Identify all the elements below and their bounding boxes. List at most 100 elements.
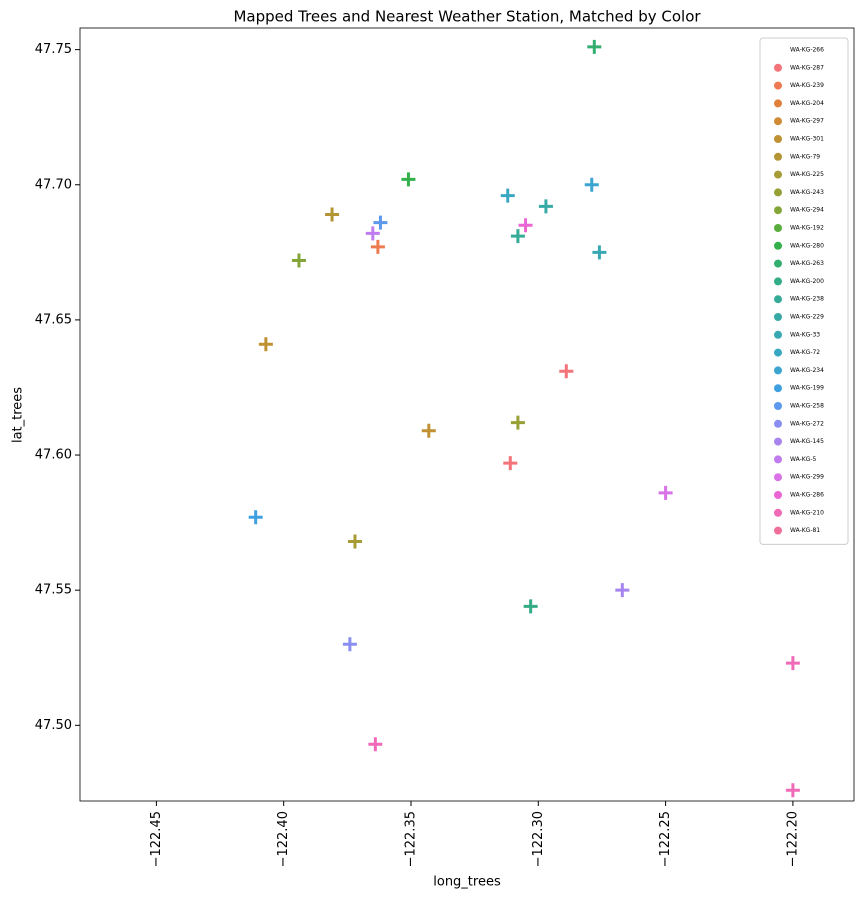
legend-marker <box>774 170 782 179</box>
station-marker <box>510 415 525 430</box>
legend-marker <box>774 99 782 108</box>
legend-marker <box>774 473 782 482</box>
station-marker <box>421 423 436 438</box>
legend-marker <box>774 152 782 161</box>
y-tick-label: 47.70 <box>35 177 72 192</box>
legend-label: WA-KG-263 <box>790 260 824 267</box>
legend-marker <box>774 81 782 90</box>
legend-marker <box>774 366 782 375</box>
x-tick-label: −122.40 <box>276 811 291 867</box>
station-marker <box>615 583 630 598</box>
legend-label: WA-KG-200 <box>790 278 824 285</box>
legend-label: WA-KG-280 <box>790 242 824 249</box>
legend-label: WA-KG-234 <box>790 367 824 374</box>
legend-marker <box>774 348 782 357</box>
legend-marker <box>774 277 782 286</box>
legend-marker <box>774 455 782 464</box>
x-tick-label: −122.35 <box>403 811 418 867</box>
legend-label: WA-KG-72 <box>790 349 820 356</box>
station-marker <box>587 39 602 54</box>
legend-marker <box>774 63 782 72</box>
legend-marker <box>774 437 782 446</box>
legend-label: WA-KG-243 <box>790 189 824 196</box>
legend-marker <box>774 117 782 126</box>
station-marker <box>291 253 306 268</box>
legend-label: WA-KG-239 <box>790 82 824 89</box>
station-marker <box>518 218 533 233</box>
x-tick-label: −122.20 <box>785 811 800 867</box>
legend-label: WA-KG-225 <box>790 171 824 178</box>
legend-label: WA-KG-5 <box>790 456 816 463</box>
legend-marker <box>774 259 782 268</box>
station-marker <box>538 199 553 214</box>
legend-marker <box>774 206 782 215</box>
y-axis-label: lat_trees <box>11 387 26 443</box>
station-marker <box>368 737 383 752</box>
legend-box <box>759 37 849 545</box>
legend-label: WA-KG-81 <box>790 527 820 534</box>
x-tick-label: −122.45 <box>149 811 164 867</box>
x-tick-label: −122.30 <box>531 811 546 867</box>
legend-marker <box>774 224 782 232</box>
legend-label: WA-KG-258 <box>790 403 824 410</box>
legend-marker <box>774 295 782 304</box>
legend-marker <box>774 384 782 393</box>
station-marker <box>347 534 362 549</box>
legend-marker <box>774 241 782 250</box>
x-axis-label: long_trees <box>433 875 501 890</box>
legend-marker <box>774 135 782 143</box>
station-marker <box>503 456 518 471</box>
station-marker <box>592 245 607 260</box>
legend-label: WA-KG-229 <box>790 314 824 321</box>
legend-label: WA-KG-272 <box>790 420 824 427</box>
legend-label: WA-KG-286 <box>790 492 824 499</box>
station-marker <box>401 172 416 187</box>
station-marker <box>258 337 273 352</box>
legend-label: WA-KG-204 <box>790 100 824 107</box>
x-tick-label: −122.25 <box>658 811 673 867</box>
legend-marker <box>774 491 782 499</box>
legend-label: WA-KG-238 <box>790 296 824 303</box>
legend-label: WA-KG-301 <box>790 136 824 143</box>
legend-label: WA-KG-145 <box>790 438 824 445</box>
legend-marker <box>774 508 782 517</box>
legend-label: WA-KG-294 <box>790 207 824 214</box>
station-marker <box>523 599 538 614</box>
station-marker <box>584 177 599 192</box>
station-marker <box>500 188 515 203</box>
station-marker <box>785 783 800 798</box>
chart-title: Mapped Trees and Nearest Weather Station… <box>233 8 701 26</box>
station-marker <box>342 637 357 652</box>
station-marker <box>785 656 800 671</box>
station-marker <box>248 510 263 525</box>
y-tick-label: 47.65 <box>35 312 72 327</box>
station-marker <box>325 207 340 222</box>
legend-marker <box>774 188 782 197</box>
plot-frame <box>79 27 855 802</box>
legend-label: WA-KG-192 <box>790 225 824 232</box>
legend-label: WA-KG-199 <box>790 385 824 392</box>
y-tick-label: 47.60 <box>35 448 72 463</box>
legend-marker <box>774 313 782 321</box>
legend-label: WA-KG-287 <box>790 64 824 71</box>
station-marker <box>365 226 380 241</box>
legend-label: WA-KG-210 <box>790 509 824 516</box>
legend-marker <box>774 402 782 410</box>
station-marker <box>373 215 388 230</box>
legend-marker <box>774 419 782 428</box>
y-tick-label: 47.55 <box>35 583 72 598</box>
station-marker <box>510 229 525 244</box>
legend-label: WA-KG-297 <box>790 118 824 125</box>
y-tick-label: 47.50 <box>35 718 72 733</box>
legend-label: WA-KG-33 <box>790 331 820 338</box>
station-marker <box>370 239 385 254</box>
legend-marker <box>774 526 782 535</box>
legend-label: WA-KG-299 <box>790 474 824 481</box>
station-marker <box>658 485 673 500</box>
legend-marker <box>774 330 782 339</box>
y-tick-label: 47.75 <box>35 42 72 57</box>
legend-label: WA-KG-266 <box>790 47 824 54</box>
legend-label: WA-KG-79 <box>790 153 820 160</box>
station-marker <box>559 364 574 379</box>
